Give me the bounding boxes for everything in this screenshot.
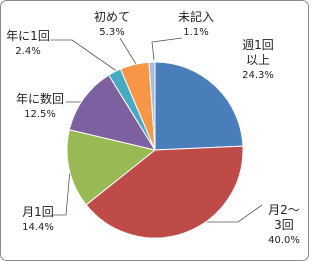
data-label: 月2～3回 40.0% <box>266 203 302 248</box>
value-label: 12.5% <box>24 109 56 120</box>
category-label: 月2～3回 <box>268 203 300 232</box>
pie-slice <box>154 61 244 151</box>
leader-line <box>119 37 137 65</box>
chart: 週1回以上 24.3% 月2～3回 40.0% 月1回 14.4% 年に数回 12.5% 年に1… <box>0 0 309 261</box>
category-label: 初めて <box>93 10 131 24</box>
value-label: 2.4% <box>15 46 41 57</box>
pie-slice <box>85 145 244 239</box>
pie-slice <box>68 74 157 151</box>
data-label: 年に1回 2.4% <box>6 29 50 59</box>
category-label: 未記入 <box>177 10 215 24</box>
category-label: 年に1回 <box>6 29 50 43</box>
data-label: 初めて 5.3% <box>94 10 130 40</box>
category-label: 年に数回 <box>15 92 65 106</box>
category-label: 月1回 <box>22 205 54 219</box>
value-label: 24.3% <box>242 70 274 81</box>
value-label: 5.3% <box>99 27 125 38</box>
value-label: 1.1% <box>183 27 209 38</box>
leader-line <box>50 39 119 73</box>
pie-slice <box>66 129 157 206</box>
data-label: 月1回 14.4% <box>20 205 56 235</box>
data-label: 年に数回 12.5% <box>16 92 64 122</box>
value-label: 40.0% <box>268 235 300 246</box>
data-label: 週1回以上 24.3% <box>240 38 276 83</box>
value-label: 14.4% <box>22 222 54 233</box>
category-label: 週1回以上 <box>242 38 274 67</box>
pie-slice <box>148 61 156 151</box>
pie <box>66 61 244 239</box>
leader-line <box>151 37 183 61</box>
data-label: 未記入 1.1% <box>178 10 214 40</box>
leader-line <box>52 169 71 216</box>
chart-svg <box>0 0 309 261</box>
